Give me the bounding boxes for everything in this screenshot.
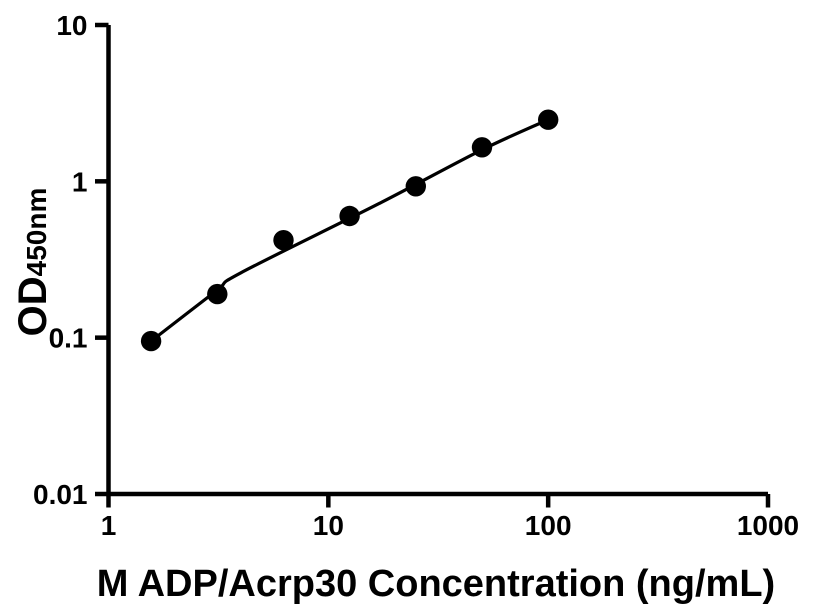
y-tick-label: 0.01 bbox=[33, 479, 88, 510]
x-tick-label: 1 bbox=[101, 510, 117, 541]
x-axis-title: M ADP/Acrp30 Concentration (ng/mL) bbox=[97, 563, 775, 605]
y-axis-title-main: OD bbox=[11, 276, 55, 336]
x-tick-label: 100 bbox=[525, 510, 572, 541]
data-point-marker bbox=[273, 230, 294, 251]
data-point-marker bbox=[538, 109, 559, 130]
y-axis-title: OD450nm bbox=[11, 188, 55, 337]
x-tick-label: 1000 bbox=[737, 510, 799, 541]
y-tick-label: 1 bbox=[72, 166, 88, 197]
y-tick-label: 0.1 bbox=[49, 323, 88, 354]
data-point-marker bbox=[140, 330, 162, 352]
axis-spines bbox=[106, 25, 768, 497]
data-point-marker bbox=[471, 137, 493, 158]
data-point-marker bbox=[405, 176, 426, 197]
y-tick-label: 10 bbox=[56, 10, 87, 41]
data-point-marker bbox=[207, 283, 228, 305]
x-tick-label: 10 bbox=[313, 510, 344, 541]
y-axis-title-subscript: 450nm bbox=[21, 188, 52, 277]
data-point-marker bbox=[339, 205, 360, 227]
